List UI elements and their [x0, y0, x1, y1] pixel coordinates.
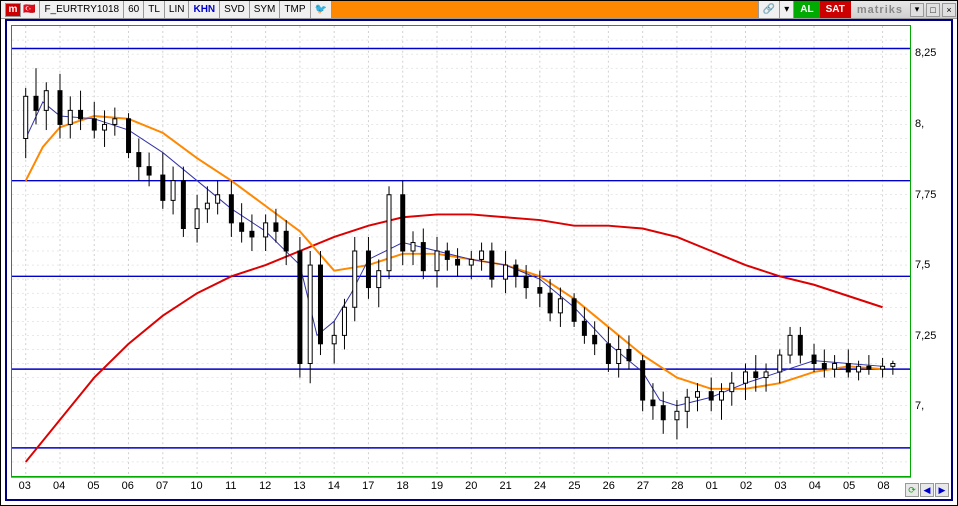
- close-button[interactable]: ×: [942, 3, 956, 17]
- x-tick-label: 13: [293, 480, 305, 492]
- x-tick-label: 21: [500, 480, 512, 492]
- minimize-button[interactable]: ▾: [910, 3, 924, 17]
- chart-plot-area[interactable]: [11, 25, 911, 477]
- x-tick-label: 05: [843, 480, 855, 492]
- tab-lin[interactable]: LIN: [165, 1, 190, 18]
- x-tick-label: 10: [190, 480, 202, 492]
- toolbar-tabs: TLLINKHNSVDSYMTMP: [144, 1, 310, 18]
- scroll-right-button[interactable]: ▶: [935, 483, 949, 497]
- y-tick-label: 7,: [915, 400, 924, 412]
- x-tick-label: 24: [534, 480, 546, 492]
- x-tick-label: 28: [671, 480, 683, 492]
- x-tick-label: 03: [774, 480, 786, 492]
- x-tick-label: 06: [122, 480, 134, 492]
- chart-window: m 🇹🇷 F_EURTRY1018 60 TLLINKHNSVDSYMTMP 🐦…: [0, 0, 958, 506]
- logo-box: m 🇹🇷: [1, 1, 40, 18]
- buy-button[interactable]: AL: [794, 1, 819, 18]
- twitter-icon[interactable]: 🐦: [311, 1, 332, 18]
- chart-svg: [12, 26, 910, 476]
- tab-sym[interactable]: SYM: [250, 1, 281, 18]
- x-tick-label: 26: [603, 480, 615, 492]
- x-tick-label: 11: [225, 480, 236, 492]
- tab-khn[interactable]: KHN: [189, 1, 220, 18]
- x-axis: 03 04 05 06 07 10 11 12 13 14 17 18 19 20 21 24 25 26 27 28…: [11, 477, 911, 499]
- x-tick-label: 19: [431, 480, 443, 492]
- interval-box[interactable]: 60: [124, 1, 144, 18]
- x-tick-label: 17: [362, 480, 374, 492]
- y-tick-label: 7,75: [915, 189, 936, 201]
- x-tick-label: 07: [156, 480, 168, 492]
- sell-button[interactable]: SAT: [820, 1, 851, 18]
- x-tick-label: 18: [396, 480, 408, 492]
- titlebar: m 🇹🇷 F_EURTRY1018 60 TLLINKHNSVDSYMTMP 🐦…: [1, 1, 957, 19]
- x-tick-label: 05: [87, 480, 99, 492]
- x-tick-label: 12: [259, 480, 271, 492]
- x-tick-label: 27: [637, 480, 649, 492]
- x-tick-label: 03: [19, 480, 31, 492]
- y-tick-label: 8,25: [915, 47, 936, 59]
- scroll-left-button[interactable]: ◀: [920, 483, 934, 497]
- x-tick-label: 20: [465, 480, 477, 492]
- symbol-box[interactable]: F_EURTRY1018: [40, 1, 124, 18]
- y-tick-label: 7,25: [915, 330, 936, 342]
- maximize-button[interactable]: □: [926, 3, 940, 17]
- x-tick-label: 04: [53, 480, 65, 492]
- y-tick-label: 7,5: [915, 259, 930, 271]
- y-axis: 7, 7,25 7,5 7,75 8, 8,25: [911, 25, 951, 477]
- y-tick-label: 8,: [915, 118, 924, 130]
- dropdown-icon[interactable]: ▾: [780, 1, 794, 18]
- tab-svd[interactable]: SVD: [220, 1, 250, 18]
- flag-icon: 🇹🇷: [23, 4, 35, 15]
- x-tick-label: 14: [328, 480, 340, 492]
- tab-tmp[interactable]: TMP: [280, 1, 310, 18]
- x-tick-label: 01: [706, 480, 718, 492]
- x-tick-label: 04: [809, 480, 821, 492]
- app-logo-icon: m: [5, 3, 21, 17]
- refresh-button[interactable]: ⟳: [905, 483, 919, 497]
- x-tick-label: 25: [568, 480, 580, 492]
- tab-tl[interactable]: TL: [144, 1, 165, 18]
- brand-label: matriks: [851, 4, 909, 16]
- nav-buttons: ⟳ ◀ ▶: [905, 483, 949, 497]
- x-tick-label: 02: [740, 480, 752, 492]
- share-icon[interactable]: 🔗: [759, 1, 780, 18]
- x-tick-label: 08: [877, 480, 889, 492]
- chart-frame: 7, 7,25 7,5 7,75 8, 8,25 03 04 05 06 07 10 11 12 13 14…: [5, 19, 953, 501]
- orange-bar: [332, 1, 759, 18]
